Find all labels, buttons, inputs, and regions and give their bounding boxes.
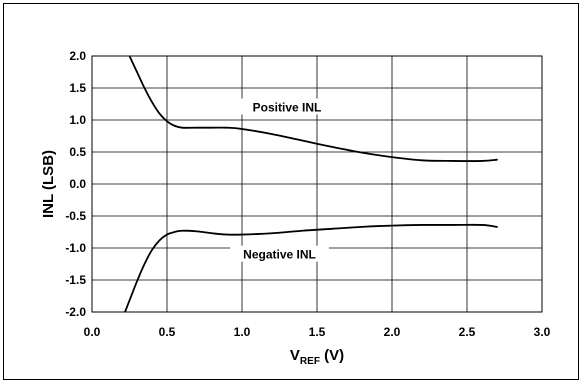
- grid: [92, 56, 542, 312]
- x-axis-title-unit: (V): [320, 347, 344, 364]
- x-tick-label-3: 1.5: [309, 325, 326, 339]
- x-axis-title-main: V: [290, 347, 300, 364]
- y-tick-label-6: -1.0: [65, 241, 86, 255]
- x-tick-label-4: 2.0: [384, 325, 401, 339]
- y-axis-title: INL (LSB): [40, 150, 57, 218]
- x-tick-label-0: 0.0: [84, 325, 101, 339]
- curve-label-positive-inl: Positive INL: [253, 100, 322, 114]
- x-tick-label-2: 1.0: [234, 325, 251, 339]
- x-tick-label-1: 0.5: [159, 325, 176, 339]
- y-tick-label-4: 0.0: [69, 177, 86, 191]
- y-tick-label-2: 1.0: [69, 113, 86, 127]
- tick-labels: 0.0 0.5 1.0 1.5 2.0 2.5 3.0 2.0 1.5 1.0 0.5 0.0 -0.5…: [65, 49, 550, 339]
- y-tick-label-0: 2.0: [69, 49, 86, 63]
- inl-chart: 0.0 0.5 1.0 1.5 2.0 2.5 3.0 2.0 1.5 1.0 0.5 0.0 -0.5…: [4, 4, 580, 381]
- series-line-negative-inl: [125, 225, 497, 312]
- x-tick-label-6: 3.0: [534, 325, 551, 339]
- curve-labels: Positive INL Negative INL: [230, 98, 336, 261]
- x-axis-title-subscript: REF: [300, 356, 320, 367]
- curve-label-negative-inl: Negative INL: [243, 248, 316, 262]
- y-tick-label-8: -2.0: [65, 305, 86, 319]
- x-axis-title: VREF (V): [290, 347, 344, 367]
- y-tick-label-3: 0.5: [69, 145, 86, 159]
- y-tick-label-1: 1.5: [69, 81, 86, 95]
- y-tick-label-7: -1.5: [65, 273, 86, 287]
- y-tick-label-5: -0.5: [65, 209, 86, 223]
- chart-frame: 0.0 0.5 1.0 1.5 2.0 2.5 3.0 2.0 1.5 1.0 0.5 0.0 -0.5…: [3, 3, 579, 380]
- x-tick-label-5: 2.5: [459, 325, 476, 339]
